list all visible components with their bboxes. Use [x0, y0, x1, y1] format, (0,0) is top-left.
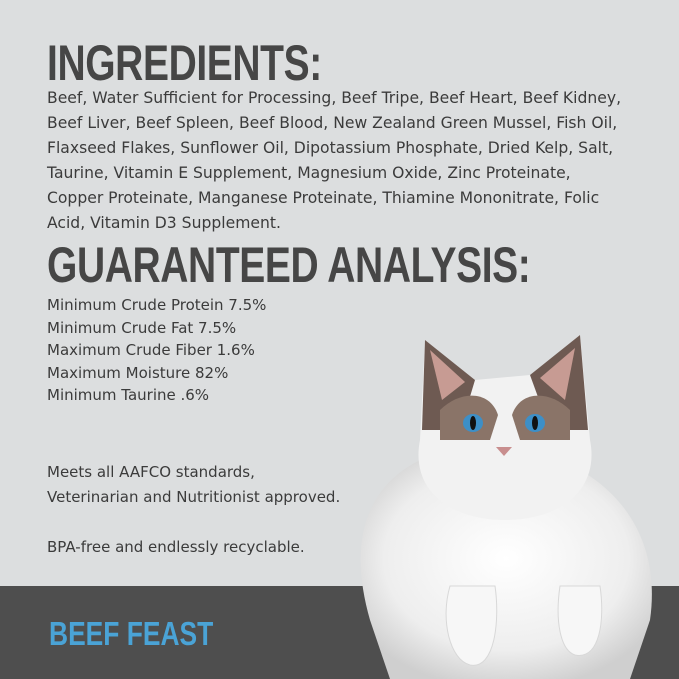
analysis-item: Minimum Taurine .6%: [47, 386, 210, 404]
analysis-item: Minimum Crude Fat 7.5%: [47, 318, 237, 337]
analysis-item: Maximum Crude Fiber 1.6%: [47, 341, 255, 359]
packaging-note: BPA-free and endlessly recyclable.: [47, 538, 305, 556]
ingredients-line: Beef, Water Sufficient for Processing, B…: [47, 89, 622, 107]
ingredients-line: Acid, Vitamin D3 Supplement.: [47, 214, 281, 232]
ingredients-line: Copper Proteinate, Manganese Proteinate,…: [47, 189, 600, 207]
ingredients-line: Beef Liver, Beef Spleen, Beef Blood, New…: [47, 114, 618, 132]
analysis-item: Maximum Moisture 82%: [47, 363, 229, 382]
analysis-heading: GUARANTEED ANALYSIS:: [47, 237, 531, 293]
brand-label: BEEF FEAST: [49, 615, 214, 652]
cat-image: [360, 335, 652, 679]
standards-line: Veterinarian and Nutritionist approved.: [47, 488, 341, 506]
analysis-item: Minimum Crude Protein 7.5%: [47, 296, 267, 314]
ingredients-line: Taurine, Vitamin E Supplement, Magnesium…: [47, 164, 571, 182]
standards-line: Meets all AAFCO standards,: [47, 463, 255, 481]
ingredients-heading: INGREDIENTS:: [47, 35, 322, 91]
ingredients-line: Flaxseed Flakes, Sunflower Oil, Dipotass…: [47, 139, 614, 157]
ingredients-list: Beef, Water Sufficient for Processing, B…: [47, 86, 621, 236]
analysis-list: Minimum Crude Protein 7.5% Minimum Crude…: [47, 294, 266, 407]
standards-note: Meets all AAFCO standards, Veterinarian …: [47, 460, 340, 510]
